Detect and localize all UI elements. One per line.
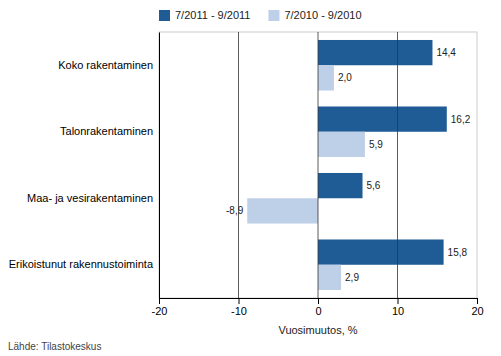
tick: 20 <box>471 298 483 317</box>
reference-line <box>318 32 319 298</box>
tick-label: Maa- ja vesirakentaminen <box>27 192 153 204</box>
tick: -10 <box>231 298 247 317</box>
data-label: 16,2 <box>451 114 471 125</box>
data-label: 5,6 <box>367 180 381 191</box>
tick-label: Talonrakentaminen <box>60 125 153 137</box>
plot-frame <box>159 32 477 298</box>
y-axis: Erikoistunut rakennustoiminta Maa- ja ves… <box>9 33 160 299</box>
bar <box>318 40 432 65</box>
tick-mark <box>239 298 240 304</box>
tick: Maa- ja vesirakentaminen <box>27 192 159 204</box>
bar <box>318 265 341 290</box>
legend: 7/2011 - 9/2011 7/2010 - 9/2010 <box>159 9 362 21</box>
plot: 15,8 5,6 16,2 14,4 2,9 -8,9 5,9 2,0 -20 -10 0 10 20 E… <box>9 32 484 317</box>
tick-mark <box>398 298 399 304</box>
tick-label: -10 <box>231 305 247 317</box>
tick: Erikoistunut rakennustoiminta <box>9 258 159 270</box>
tick: -20 <box>152 298 168 317</box>
tick: 10 <box>392 298 404 317</box>
legend-item: 7/2010 - 9/2010 <box>268 9 361 21</box>
tick-label: 0 <box>315 305 321 317</box>
tick-mark <box>477 298 478 304</box>
bar <box>318 239 444 264</box>
bar <box>318 132 365 157</box>
source: Lähde: Tilastokeskus <box>8 341 101 352</box>
bar <box>247 198 318 223</box>
bar <box>318 106 447 131</box>
data-label: 2,9 <box>345 272 359 283</box>
legend-swatch <box>268 10 279 21</box>
bar <box>318 173 363 198</box>
tick-label: 10 <box>392 305 404 317</box>
chart: 15,8 5,6 16,2 14,4 2,9 -8,9 5,9 2,0 -20 -10 0 10 20 E… <box>0 0 501 356</box>
legend-item: 7/2011 - 9/2011 <box>159 9 250 21</box>
data-label: 15,8 <box>448 247 468 258</box>
axis-line <box>159 33 160 299</box>
tick-mark <box>318 298 319 304</box>
tick: Koko rakentaminen <box>58 59 159 71</box>
data-label: 2,0 <box>338 72 352 83</box>
tick: Talonrakentaminen <box>60 125 159 137</box>
x-axis-title: Vuosimuutos, % <box>278 324 357 336</box>
tick-mark <box>159 298 160 304</box>
tick-label: 20 <box>471 305 483 317</box>
x-axis: -20 -10 0 10 20 <box>152 298 484 317</box>
tick-label: -20 <box>152 305 168 317</box>
reference-line <box>238 32 239 298</box>
bar <box>318 65 334 90</box>
legend-swatch <box>159 10 170 21</box>
reference-line <box>397 32 398 298</box>
tick-label: Koko rakentaminen <box>58 59 153 71</box>
tick-label: Erikoistunut rakennustoiminta <box>9 258 154 270</box>
data-labels: 15,8 5,6 16,2 14,4 2,9 -8,9 5,9 2,0 <box>226 47 471 283</box>
data-label: -8,9 <box>226 205 244 216</box>
axis-line <box>160 299 478 305</box>
legend-label: 7/2010 - 9/2010 <box>284 9 361 21</box>
data-label: 5,9 <box>369 139 383 150</box>
tick: 0 <box>315 298 321 317</box>
legend-label: 7/2011 - 9/2011 <box>175 9 250 21</box>
data-label: 14,4 <box>436 47 456 58</box>
bars <box>239 32 447 298</box>
